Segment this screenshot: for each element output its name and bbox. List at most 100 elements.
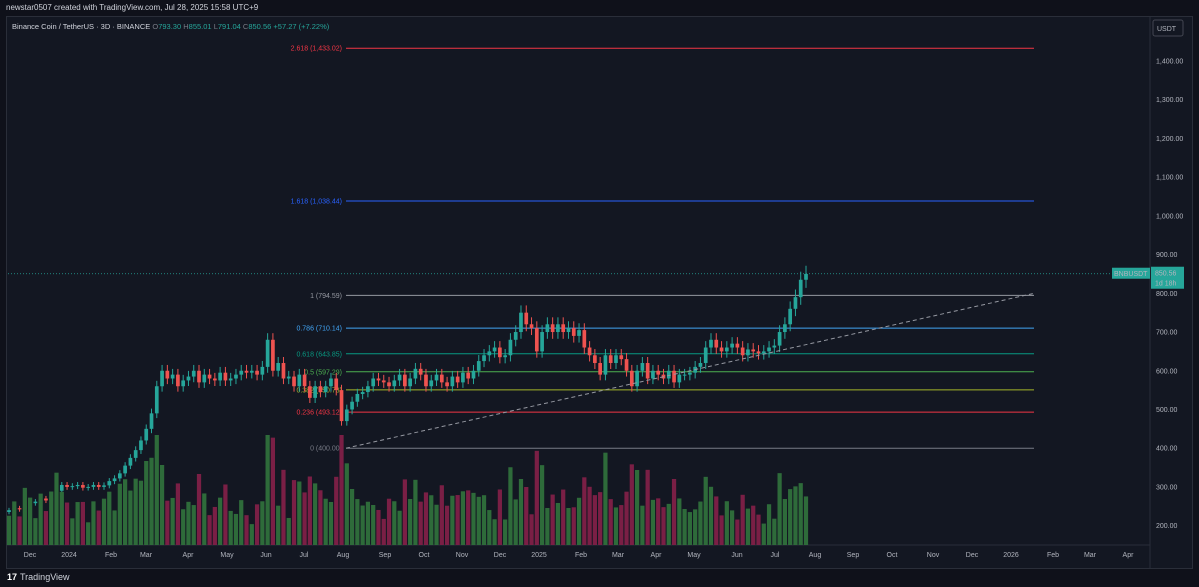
candle-body xyxy=(17,508,22,510)
symbol-legend[interactable]: Binance Coin / TetherUS · 3D · BINANCE O… xyxy=(12,22,329,31)
candle-body xyxy=(545,324,550,333)
candle-body xyxy=(761,351,766,354)
candle-body xyxy=(96,484,101,487)
volume-bar xyxy=(729,510,735,545)
x-tick-label: Oct xyxy=(419,552,430,559)
tradingview-logo[interactable]: 17 TradingView xyxy=(7,570,70,584)
candle-body xyxy=(709,339,713,348)
x-tick-label: Jul xyxy=(300,552,309,559)
candle-body xyxy=(698,363,703,367)
volume-bar xyxy=(492,519,497,545)
y-tick-label: 800.00 xyxy=(1156,291,1178,298)
tradingview-logo-icon: 17 xyxy=(7,572,18,582)
candle-body xyxy=(724,347,729,352)
ticker-tag xyxy=(1112,267,1150,279)
candle-body xyxy=(329,378,333,387)
candle-body xyxy=(70,486,75,488)
candle-body xyxy=(218,372,222,381)
candle-body xyxy=(629,370,634,387)
x-tick-label: Mar xyxy=(1084,552,1097,559)
x-tick-label: Dec xyxy=(494,552,507,559)
x-tick-label: Nov xyxy=(927,552,940,559)
volume-bar xyxy=(761,523,766,545)
candle-body xyxy=(339,390,344,422)
volume-bar xyxy=(608,499,613,545)
volume-bar xyxy=(302,492,307,545)
volume-bar xyxy=(455,495,460,545)
candle-body xyxy=(344,409,349,422)
volume-bar xyxy=(33,518,38,545)
candle-body xyxy=(392,380,397,387)
volume-bar xyxy=(159,465,165,545)
candle-body xyxy=(788,308,793,325)
candle-body xyxy=(598,363,602,375)
volume-bar xyxy=(444,505,450,545)
candle-body xyxy=(154,386,159,414)
x-tick-label: Apr xyxy=(651,552,663,559)
volume-bar xyxy=(260,501,265,545)
volume-bar xyxy=(471,492,476,545)
volume-bar xyxy=(386,498,392,545)
volume-bar xyxy=(249,524,254,545)
candle-body xyxy=(424,374,428,387)
candle-body xyxy=(487,351,492,356)
candle-body xyxy=(308,386,312,398)
candle-body xyxy=(160,370,164,387)
x-tick-label: Aug xyxy=(337,552,350,559)
fib-level-label: 1.618 (1,038.44) xyxy=(291,198,342,205)
candle-body xyxy=(223,372,228,381)
x-tick-label: Sep xyxy=(847,552,860,559)
volume-bar xyxy=(777,473,782,545)
volume-bar xyxy=(318,490,323,545)
volume-bar xyxy=(603,452,608,545)
candle-body xyxy=(767,347,771,352)
y-tick-label: 700.00 xyxy=(1156,330,1178,337)
volume-bar xyxy=(402,479,407,545)
volume-bar xyxy=(276,505,281,545)
candle-body xyxy=(91,484,96,487)
candle-body xyxy=(582,330,587,348)
volume-bar xyxy=(233,513,239,545)
x-tick-label: 2026 xyxy=(1003,552,1019,559)
candle-body xyxy=(640,363,645,371)
candle-body xyxy=(571,328,576,336)
candle-body xyxy=(181,380,186,387)
candle-body xyxy=(207,374,212,379)
candle-body xyxy=(593,355,597,364)
candle-body xyxy=(86,486,91,488)
x-tick-label: Dec xyxy=(966,552,979,559)
candle-body xyxy=(334,378,339,391)
volume-bar xyxy=(170,497,175,545)
candle-body xyxy=(677,374,682,383)
candle-body xyxy=(107,481,112,486)
volume-bar xyxy=(513,499,518,545)
volume-bar xyxy=(207,515,212,545)
volume-bar xyxy=(397,510,402,545)
volume-bar xyxy=(138,480,144,545)
volume-bar xyxy=(687,512,692,545)
candle-body xyxy=(524,312,529,325)
volume-bar xyxy=(518,479,524,545)
candle-body xyxy=(476,361,481,371)
volume-bar xyxy=(487,510,492,545)
volume-bar xyxy=(254,504,260,545)
volume-bar xyxy=(698,501,703,545)
open-value: 793.30 xyxy=(158,22,182,31)
x-tick-label: Feb xyxy=(105,552,117,559)
candle-body xyxy=(403,374,407,387)
y-tick-label: 1,300.00 xyxy=(1156,97,1183,104)
y-tick-label: 1,200.00 xyxy=(1156,136,1183,143)
x-tick-label: Aug xyxy=(809,552,822,559)
volume-bar xyxy=(798,483,803,545)
volume-bar xyxy=(75,502,80,545)
volume-bar xyxy=(645,469,650,545)
candle-body xyxy=(408,378,412,387)
chart-pane[interactable] xyxy=(6,16,1193,569)
candle-body xyxy=(651,370,655,379)
volume-bar xyxy=(782,499,787,545)
x-tick-label: Jun xyxy=(260,552,271,559)
candle-body xyxy=(645,363,650,379)
volume-bar xyxy=(6,515,12,545)
volume-bar xyxy=(144,461,149,545)
